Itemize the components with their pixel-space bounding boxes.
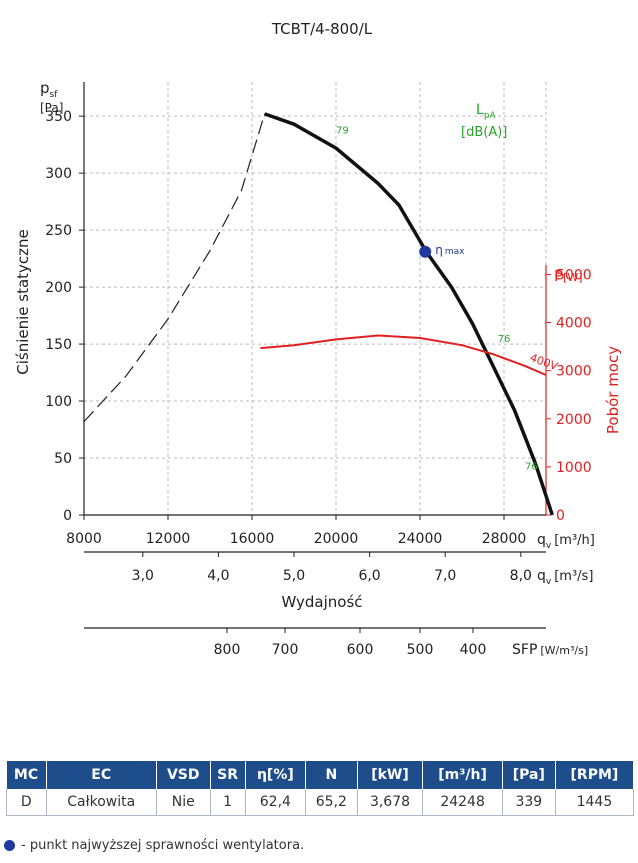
left-tick-label: 300 <box>45 166 72 182</box>
col-header: [kW] <box>357 761 424 789</box>
x-s-tick-label: 6,0 <box>358 568 380 584</box>
table-cell: 1 <box>210 789 246 816</box>
power-curve <box>260 334 547 376</box>
table-cell: Nie <box>156 789 211 816</box>
col-header: VSD <box>156 761 211 789</box>
x-axis-s-ticks: 3,0 4,0 5,0 6,0 7,0 8,0 <box>132 552 532 584</box>
left-axis-symbol: psf <box>40 79 58 100</box>
curves <box>83 112 554 516</box>
col-header: EC <box>46 761 157 789</box>
x-s-tick-label: 7,0 <box>434 568 456 584</box>
x-s-tick-label: 4,0 <box>207 568 229 584</box>
sfp-tick-label: 700 <box>272 642 299 658</box>
spec-table: MC EC VSD SR η[%] N [kW] [m³/h] [Pa] [RP… <box>6 761 635 816</box>
eta-max-label: η max <box>435 243 465 257</box>
x-tick-label: 20000 <box>314 531 359 547</box>
left-axis-unit: [Pa] <box>40 101 63 115</box>
sfp-tick-label: 400 <box>460 642 487 658</box>
x-tick-label: 24000 <box>398 531 443 547</box>
right-tick-label: 4000 <box>556 316 592 332</box>
table-cell: 24248 <box>422 789 503 816</box>
col-header: SR <box>210 761 246 789</box>
pressure-curve <box>264 112 554 516</box>
right-tick-label: 5000 <box>556 267 592 283</box>
x-tick-label: 8000 <box>66 531 102 547</box>
right-tick-label: 1000 <box>556 460 592 476</box>
x-tick-label: 16000 <box>230 531 275 547</box>
col-header: [m³/h] <box>422 761 503 789</box>
legend-note-text: - punkt najwyższej sprawności wentylator… <box>21 838 305 853</box>
table-cell: 1445 <box>555 789 635 816</box>
col-header: [RPM] <box>555 761 635 789</box>
left-tick-label: 150 <box>45 337 72 353</box>
sfp-tick-label: 800 <box>214 642 241 658</box>
sound-unit: [dB(A)] <box>461 125 507 140</box>
chart-title: TCBT/4-800/L <box>271 20 373 38</box>
table-cell: 339 <box>502 789 556 816</box>
stall-line <box>83 113 266 423</box>
table-cell: 62,4 <box>245 789 307 816</box>
table-cell: 3,678 <box>357 789 424 816</box>
table-cell: Całkowita <box>46 789 157 816</box>
legend-note: - punkt najwyższej sprawności wentylator… <box>4 838 304 853</box>
left-tick-label: 250 <box>45 223 72 239</box>
x-s-tick-label: 3,0 <box>132 568 154 584</box>
col-header: N <box>305 761 358 789</box>
sfp-tick-label: 600 <box>347 642 374 658</box>
sfp-tick-label: 500 <box>407 642 434 658</box>
left-tick-label: 100 <box>45 394 72 410</box>
grid <box>83 82 547 515</box>
x-axis-h-ticks: 8000 12000 16000 20000 24000 28000 <box>66 515 526 547</box>
x-s-tick-label: 8,0 <box>510 568 532 584</box>
table-row: D Całkowita Nie 1 62,4 65,2 3,678 24248 … <box>6 789 635 816</box>
left-tick-label: 50 <box>54 451 72 467</box>
col-header: [Pa] <box>502 761 556 789</box>
x-axis-s-label: qv [m³/s] <box>537 568 593 587</box>
right-tick-label: 2000 <box>556 412 592 428</box>
sfp-label: SFP [W/m³/s] <box>512 642 588 658</box>
x-axis-title: Wydajność <box>281 593 362 611</box>
left-tick-label: 350 <box>45 109 72 125</box>
right-axis-title: Pobór mocy <box>604 346 622 434</box>
col-header: η[%] <box>245 761 307 789</box>
sound-level-label: 76 <box>498 334 511 345</box>
spec-table-header-row: MC EC VSD SR η[%] N [kW] [m³/h] [Pa] [RP… <box>6 761 635 789</box>
x-axis-h-label: qv [m³/h] <box>537 532 595 551</box>
sound-level-label: 76 <box>525 461 538 472</box>
eta-dot-icon <box>4 840 15 851</box>
table-cell: D <box>6 789 47 816</box>
right-tick-label: 0 <box>556 508 565 524</box>
fan-performance-chart: TCBT/4-800/L 0 50 100 150 200 250 300 350 0 1000… <box>14 20 622 658</box>
right-axis-ticks: 0 1000 2000 3000 4000 5000 <box>546 267 592 524</box>
sfp-axis-ticks: 800 700 600 500 400 <box>214 628 487 658</box>
col-header: MC <box>6 761 47 789</box>
right-tick-label: 3000 <box>556 364 592 380</box>
left-tick-label: 0 <box>63 508 72 524</box>
sound-symbol: LpA <box>476 102 497 121</box>
right-axis-symbol: P[W] <box>554 267 583 285</box>
left-axis-title: Ciśnienie statyczne <box>14 229 32 375</box>
x-tick-label: 28000 <box>482 531 527 547</box>
left-axis-ticks: 0 50 100 150 200 250 300 350 <box>45 109 84 524</box>
sound-level-label: 79 <box>336 125 349 136</box>
table-cell: 65,2 <box>305 789 358 816</box>
eta-max-point <box>419 245 432 258</box>
x-s-tick-label: 5,0 <box>283 568 305 584</box>
x-tick-label: 12000 <box>146 531 191 547</box>
left-tick-label: 200 <box>45 280 72 296</box>
